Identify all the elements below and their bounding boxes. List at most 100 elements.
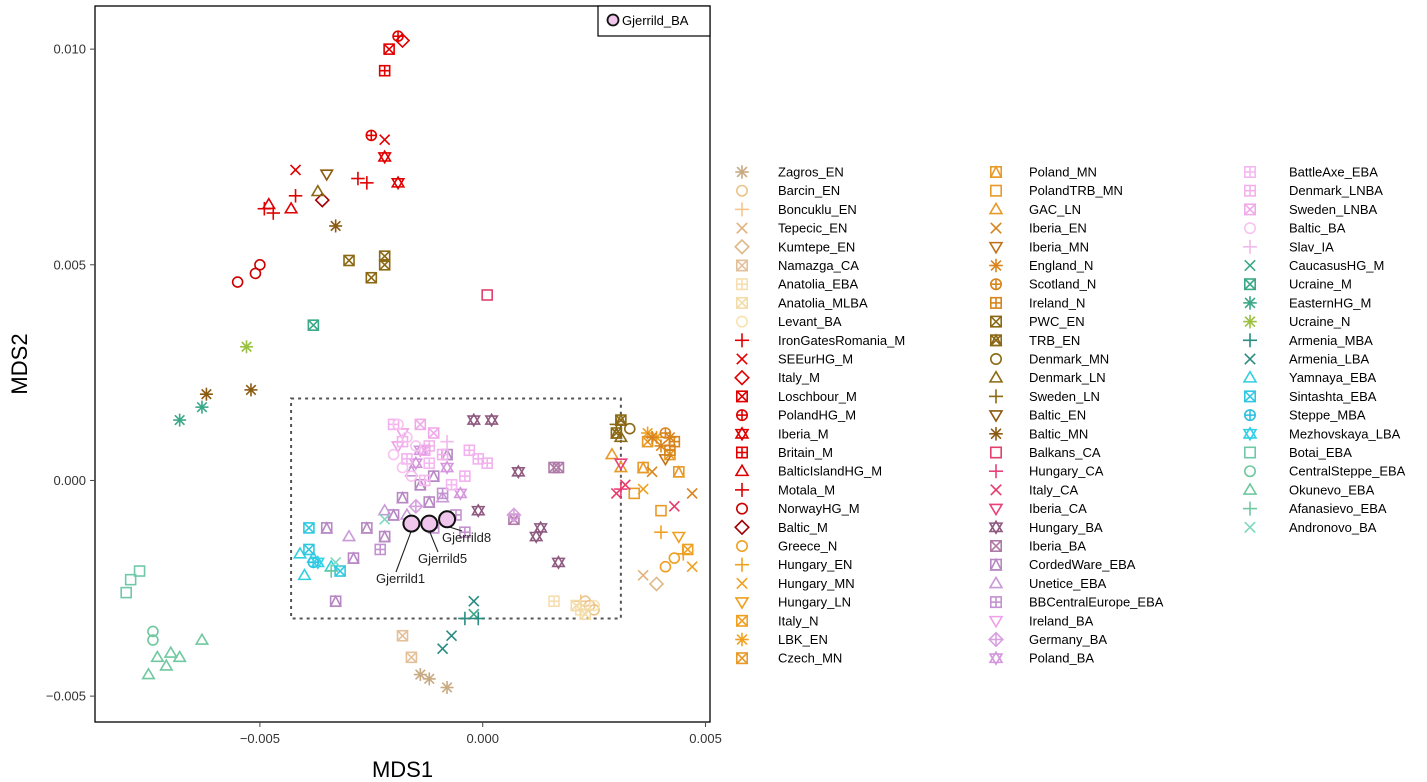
- legend-label: Hungary_BA: [1029, 520, 1103, 535]
- legend-label: Poland_MN: [1029, 165, 1097, 180]
- legend-item: Italy_N: [735, 613, 818, 628]
- legend-marker: [735, 502, 748, 515]
- data-point: [410, 440, 422, 452]
- zoom-region-box: [290, 397, 622, 620]
- legend-item: BalticIslandHG_M: [734, 463, 882, 479]
- legend-label: Motala_M: [778, 482, 835, 497]
- data-point: [343, 254, 355, 267]
- legend-marker: [734, 482, 750, 497]
- legend-label: Armenia_LBA: [1289, 352, 1370, 367]
- y-tick-label: 0.010: [53, 42, 86, 57]
- legend-label: England_N: [1029, 258, 1093, 273]
- legend-item: GAC_LN: [988, 201, 1081, 217]
- legend-label: CordedWare_EBA: [1029, 557, 1136, 572]
- legend-item: Loschbour_M: [735, 389, 857, 404]
- legend-marker: [988, 503, 1004, 517]
- data-point: [365, 129, 378, 142]
- legend-marker: [989, 184, 1002, 197]
- data-point: [466, 412, 481, 428]
- legend-label: Afanasievo_EBA: [1289, 501, 1387, 516]
- legend-item: Levant_BA: [735, 314, 842, 329]
- x-axis-title: MDS1: [372, 757, 433, 782]
- data-point: [390, 175, 406, 191]
- legend-item: CentralSteppe_EBA: [1244, 464, 1406, 479]
- data-point: [303, 543, 315, 556]
- legend-item: Anatolia_EBA: [735, 277, 859, 292]
- data-point: [548, 595, 560, 608]
- highlight-data-point: [402, 514, 421, 533]
- data-point: [266, 206, 281, 220]
- data-point: [414, 418, 427, 431]
- data-point: [360, 521, 374, 534]
- data-point: [124, 573, 137, 586]
- data-point: [646, 466, 658, 478]
- legend-item: NorwayHG_M: [735, 501, 860, 516]
- legend-label: Sweden_LNBA: [1289, 202, 1377, 217]
- data-point: [147, 634, 159, 646]
- legend-marker: [735, 632, 749, 647]
- legend-item: Baltic_EN: [988, 408, 1086, 423]
- data-point: [261, 197, 276, 210]
- legend-marker: [736, 353, 748, 365]
- data-point: [552, 461, 565, 474]
- legend-marker: [736, 222, 748, 234]
- legend-item: Andronovo_BA: [1244, 520, 1377, 535]
- legend-marker: [1244, 521, 1256, 534]
- data-point: [609, 417, 624, 432]
- legend-marker: [989, 278, 1002, 291]
- data-point: [645, 430, 659, 444]
- data-point: [405, 470, 418, 482]
- data-point: [120, 586, 132, 599]
- legend-item: Armenia_LBA: [1244, 352, 1370, 367]
- legend-label: Loschbour_M: [778, 389, 857, 404]
- legend-label: Sweden_LN: [1029, 389, 1100, 404]
- legend-label: Yamnaya_EBA: [1289, 370, 1377, 385]
- legend-marker: [1244, 184, 1257, 197]
- legend-marker: [1242, 482, 1258, 495]
- legend-marker: [735, 446, 748, 459]
- legend-label: Baltic_MN: [1029, 426, 1088, 441]
- legend-marker: [988, 519, 1004, 535]
- legend-label: Italy_N: [778, 613, 818, 628]
- legend-marker: [734, 238, 750, 255]
- data-point: [392, 418, 404, 431]
- legend-marker: [734, 426, 750, 442]
- legend-marker: [989, 296, 1002, 309]
- legend-label: Baltic_EN: [1029, 408, 1086, 423]
- data-point: [427, 427, 440, 439]
- data-point: [240, 340, 254, 354]
- data-point: [347, 551, 360, 564]
- legend-marker: [735, 614, 748, 627]
- data-point: [395, 428, 410, 441]
- legend-label: LBK_EN: [778, 632, 828, 647]
- legend-label: PWC_EN: [1029, 314, 1085, 329]
- data-point: [648, 576, 665, 592]
- legend-item: Germany_BA: [988, 631, 1107, 648]
- legend-label: Ireland_N: [1029, 295, 1085, 310]
- data-point: [379, 513, 391, 525]
- legend-label: PolandHG_M: [778, 408, 856, 423]
- legend-item: Hungary_CA: [988, 464, 1104, 479]
- legend-item: Italy_CA: [990, 482, 1078, 497]
- legend-item: Unetice_EBA: [988, 575, 1107, 591]
- data-point: [365, 271, 378, 284]
- legend-item: Italy_M: [734, 369, 820, 386]
- legend-item: Baltic_BA: [1244, 221, 1346, 236]
- callout-leader-line: [428, 530, 439, 553]
- legend-label: Scotland_N: [1029, 277, 1096, 292]
- legend-marker: [989, 352, 1002, 365]
- data-point: [471, 611, 486, 626]
- data-point: [320, 521, 334, 534]
- data-point: [668, 500, 680, 512]
- legend-item: Tepecic_EN: [736, 221, 847, 236]
- data-point: [303, 522, 315, 534]
- legend-item: PolandTRB_MN: [989, 183, 1123, 198]
- legend-marker: [1242, 239, 1258, 254]
- legend-label: TRB_EN: [1029, 333, 1080, 348]
- legend-label: BBCentralEurope_EBA: [1029, 595, 1164, 610]
- data-point: [506, 507, 522, 523]
- data-point: [468, 608, 480, 620]
- legend-item: Scotland_N: [989, 277, 1096, 292]
- legend-item: Armenia_MBA: [1242, 333, 1373, 348]
- data-point: [610, 487, 622, 499]
